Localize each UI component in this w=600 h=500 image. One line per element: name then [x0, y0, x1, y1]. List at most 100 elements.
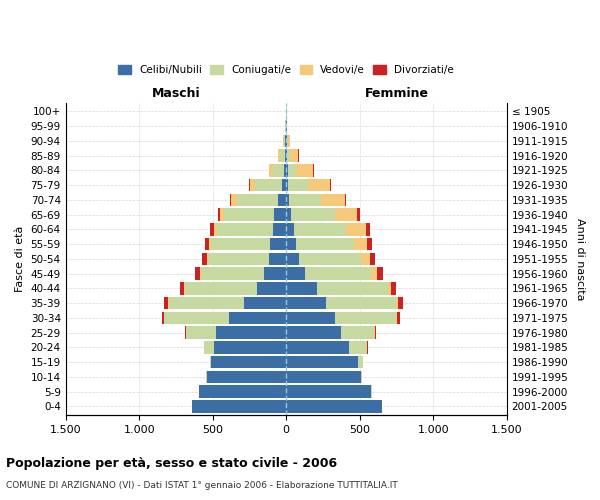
Bar	[286, 150, 287, 162]
Bar	[273, 223, 286, 235]
Bar	[286, 194, 289, 206]
Bar	[185, 282, 257, 294]
Text: Maschi: Maschi	[152, 88, 200, 101]
Bar	[215, 326, 286, 339]
Bar	[377, 268, 383, 280]
Bar	[210, 356, 211, 368]
Bar	[286, 312, 335, 324]
Bar	[286, 208, 290, 221]
Bar	[184, 282, 185, 294]
Bar	[231, 194, 237, 206]
Bar	[361, 370, 362, 383]
Bar	[286, 341, 349, 353]
Bar	[361, 252, 370, 265]
Bar	[397, 312, 400, 324]
Bar	[204, 341, 214, 353]
Bar	[217, 223, 273, 235]
Bar	[161, 312, 164, 324]
Bar	[164, 312, 229, 324]
Bar	[290, 150, 298, 162]
Bar	[354, 238, 367, 250]
Bar	[286, 400, 382, 412]
Bar	[280, 150, 285, 162]
Bar	[284, 164, 286, 176]
Bar	[207, 370, 286, 383]
Bar	[244, 297, 286, 310]
Bar	[358, 208, 360, 221]
Bar	[335, 312, 397, 324]
Bar	[287, 134, 288, 147]
Bar	[317, 282, 388, 294]
Bar	[211, 356, 286, 368]
Text: Popolazione per età, sesso e stato civile - 2006: Popolazione per età, sesso e stato civil…	[6, 458, 337, 470]
Bar	[194, 268, 200, 280]
Bar	[290, 208, 335, 221]
Bar	[299, 252, 361, 265]
Bar	[278, 194, 286, 206]
Bar	[371, 268, 377, 280]
Bar	[286, 326, 341, 339]
Bar	[293, 223, 346, 235]
Bar	[388, 282, 391, 294]
Bar	[192, 400, 286, 412]
Bar	[285, 150, 286, 162]
Bar	[250, 179, 256, 192]
Bar	[286, 282, 317, 294]
Bar	[286, 252, 299, 265]
Bar	[211, 223, 214, 235]
Bar	[286, 386, 371, 398]
Bar	[349, 341, 367, 353]
Bar	[365, 223, 370, 235]
Bar	[286, 179, 289, 192]
Bar	[278, 150, 280, 162]
Bar	[282, 179, 286, 192]
Bar	[322, 194, 345, 206]
Bar	[237, 194, 278, 206]
Bar	[269, 164, 273, 176]
Bar	[229, 312, 286, 324]
Bar	[286, 223, 293, 235]
Bar	[230, 194, 231, 206]
Bar	[367, 238, 372, 250]
Bar	[284, 134, 286, 147]
Bar	[220, 208, 224, 221]
Bar	[398, 297, 403, 310]
Bar	[211, 238, 270, 250]
Bar	[214, 223, 217, 235]
Bar	[269, 252, 286, 265]
Bar	[205, 238, 209, 250]
Bar	[391, 282, 396, 294]
Bar	[200, 268, 201, 280]
Bar	[202, 252, 207, 265]
Bar	[270, 238, 286, 250]
Bar	[305, 268, 371, 280]
Bar	[218, 208, 220, 221]
Bar	[179, 282, 184, 294]
Bar	[257, 282, 286, 294]
Bar	[208, 252, 269, 265]
Bar	[164, 297, 168, 310]
Bar	[286, 134, 287, 147]
Bar	[296, 164, 313, 176]
Bar	[214, 341, 286, 353]
Bar	[289, 194, 322, 206]
Bar	[273, 164, 284, 176]
Bar	[288, 134, 290, 147]
Bar	[375, 326, 376, 339]
Bar	[286, 238, 296, 250]
Bar	[169, 297, 244, 310]
Bar	[341, 326, 374, 339]
Bar	[358, 356, 362, 368]
Bar	[286, 268, 305, 280]
Bar	[201, 268, 264, 280]
Bar	[286, 370, 361, 383]
Text: COMUNE DI ARZIGNANO (VI) - Dati ISTAT 1° gennaio 2006 - Elaborazione TUTTITALIA.: COMUNE DI ARZIGNANO (VI) - Dati ISTAT 1°…	[6, 481, 398, 490]
Bar	[199, 386, 286, 398]
Bar	[286, 164, 287, 176]
Legend: Celibi/Nubili, Coniugati/e, Vedovi/e, Divorziati/e: Celibi/Nubili, Coniugati/e, Vedovi/e, Di…	[114, 61, 458, 80]
Bar	[335, 208, 358, 221]
Bar	[370, 252, 375, 265]
Bar	[186, 326, 215, 339]
Bar	[256, 179, 282, 192]
Bar	[224, 208, 274, 221]
